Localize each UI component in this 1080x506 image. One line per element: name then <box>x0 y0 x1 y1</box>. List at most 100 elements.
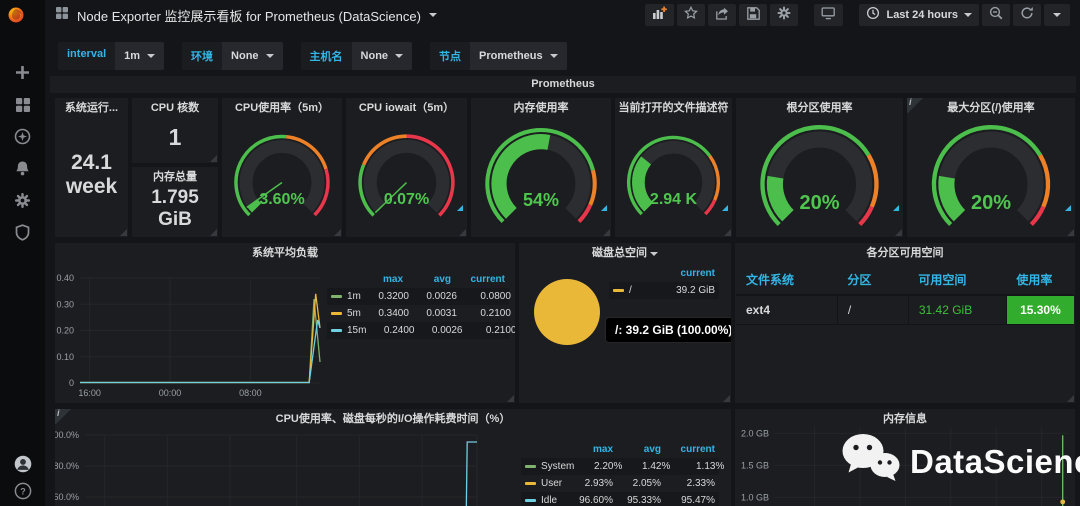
bell-icon <box>14 160 31 182</box>
svg-text:0: 0 <box>69 378 74 388</box>
wechat-logo-icon <box>840 432 902 492</box>
sidebar-item-server-admin[interactable] <box>14 224 32 246</box>
panel-disk-total-pie: 磁盘总空间 current / 39.2 GiB /: 39.2 GiB (100.… <box>519 243 731 403</box>
panel-info-icon[interactable] <box>55 409 71 425</box>
panel-title[interactable]: 内存信息 <box>883 413 927 425</box>
chevron-down-icon <box>147 54 156 58</box>
table-header-3[interactable]: 使用率 <box>1006 265 1074 296</box>
pie-chart[interactable] <box>534 279 600 345</box>
legend-series-color-icon <box>331 295 342 298</box>
gauge <box>615 116 732 235</box>
shield-icon <box>14 224 31 246</box>
legend-header-avg[interactable]: avg <box>643 444 661 455</box>
panel-title[interactable]: 内存总量 <box>153 171 197 183</box>
panel-link-marker[interactable] <box>1065 205 1071 211</box>
cycle-view-mode-button[interactable] <box>814 4 844 26</box>
help-icon[interactable]: ? <box>14 482 32 500</box>
filter-label: 主机名 <box>300 42 352 70</box>
panel-title[interactable]: 系统运行... <box>64 102 119 114</box>
legend-series-name[interactable]: 1m <box>331 291 361 302</box>
table-header-1[interactable]: 分区 <box>837 265 909 296</box>
legend-header-max[interactable]: max <box>382 274 403 285</box>
legend-value: 0.2100 <box>480 308 511 319</box>
grafana-logo-icon[interactable] <box>7 6 25 24</box>
filter-value-dropdown[interactable]: 1m <box>115 42 165 70</box>
panel-title[interactable]: 当前打开的文件描述符 <box>618 102 729 114</box>
save-button[interactable] <box>739 4 768 26</box>
refresh-interval-dropdown[interactable] <box>1044 4 1070 26</box>
add-panel-button[interactable] <box>645 4 675 26</box>
panel-title[interactable]: CPU使用率（5m） <box>234 102 330 114</box>
star-button[interactable] <box>677 4 706 26</box>
template-variable-2: 主机名 None <box>300 42 413 70</box>
zoom-out-button[interactable] <box>982 4 1010 26</box>
load-avg-chart[interactable]: 0.40 0.30 0.20 0.10 0 16:00 00:00 08:00 <box>55 243 515 403</box>
panel-title[interactable]: 根分区使用率 <box>786 102 853 114</box>
panel-link-marker[interactable] <box>893 205 899 211</box>
sidebar-item-dashboards[interactable] <box>14 97 32 116</box>
panel-title[interactable]: 磁盘总空间 <box>519 243 731 263</box>
compass-icon <box>14 128 31 150</box>
svg-text:?: ? <box>20 486 26 496</box>
sidebar-item-create[interactable] <box>14 66 32 84</box>
cpu-io-chart[interactable]: 100.0%80.0%60.0%40.0%20.0% <box>55 409 731 506</box>
dashboard-title-group[interactable]: Node Exporter 监控展示看板 for Prometheus (Dat… <box>55 6 437 25</box>
panel-link-marker[interactable] <box>601 205 607 211</box>
panel-link-marker[interactable] <box>457 205 463 211</box>
legend-series-name[interactable]: Idle <box>525 495 565 506</box>
sidebar-item-explore[interactable] <box>14 128 32 150</box>
panel-info-icon[interactable] <box>907 98 923 114</box>
mem-total-value: 1.795 GiB <box>132 185 218 233</box>
star-icon <box>684 5 699 25</box>
legend-header-row: max avg current <box>327 271 509 288</box>
legend-series-name[interactable]: 15m <box>331 325 366 336</box>
user-avatar[interactable] <box>14 455 32 473</box>
svg-text:2.0 GB: 2.0 GB <box>741 428 769 438</box>
legend-series-name[interactable]: 5m <box>331 308 361 319</box>
legend-series-name[interactable]: User <box>525 478 565 489</box>
panel-title[interactable]: 内存使用率 <box>513 102 569 114</box>
dashboard-settings-button[interactable] <box>770 4 799 26</box>
svg-text:100.0%: 100.0% <box>55 430 79 440</box>
filter-value-dropdown[interactable]: None <box>222 42 283 70</box>
legend-header-current[interactable]: current <box>680 444 715 455</box>
legend-value: 0.3200 <box>378 291 409 302</box>
legend-header-avg[interactable]: avg <box>433 274 451 285</box>
refresh-button[interactable] <box>1013 4 1041 26</box>
partition-table: 文件系统 分区 可用空间 使用率 ext4/31.42 GiB 15.30% <box>736 265 1074 325</box>
refresh-icon <box>1020 6 1034 25</box>
row-header-prometheus[interactable]: Prometheus <box>50 76 1076 93</box>
filter-value-dropdown[interactable]: None <box>351 42 413 70</box>
legend-header-current[interactable]: current <box>470 274 505 285</box>
template-variable-1: 环境 None <box>182 42 283 70</box>
panel-title[interactable]: 各分区可用空间 <box>866 247 944 259</box>
clock-icon <box>866 6 880 25</box>
sidebar-item-configuration[interactable] <box>14 193 32 212</box>
table-header-2[interactable]: 可用空间 <box>908 265 1007 296</box>
pie-legend: current / 39.2 GiB <box>609 265 719 299</box>
panel-title[interactable]: 系统平均负载 <box>252 247 318 259</box>
panel-title[interactable]: CPU iowait（5m） <box>358 102 455 114</box>
chevron-down-icon <box>395 54 404 58</box>
chart-legend: max avg current 1m 0.3200 0.0026 0.0800 5m 0.340… <box>327 271 515 339</box>
share-button[interactable] <box>708 4 737 26</box>
legend-header-max[interactable]: max <box>592 444 613 455</box>
table-cell: 15.30% <box>1005 295 1074 325</box>
panel-mem-total: 内存总量 1.795 GiB <box>132 167 218 237</box>
sidebar-item-alerting[interactable] <box>14 160 32 182</box>
panel-title[interactable]: 最大分区(/)使用率 <box>947 102 1035 114</box>
legend-series-name[interactable]: System <box>525 461 574 472</box>
table-cell: 31.42 GiB <box>907 295 1007 325</box>
filter-label: 节点 <box>430 42 471 70</box>
panel-title[interactable]: CPU 核数 <box>150 102 200 114</box>
legend-value: 2.05% <box>632 478 661 489</box>
filter-value-dropdown[interactable]: Prometheus <box>470 42 567 70</box>
svg-text:1.0 GB: 1.0 GB <box>741 492 769 502</box>
time-range-picker[interactable]: Last 24 hours <box>859 4 979 26</box>
legend-series-name[interactable]: / <box>613 285 653 296</box>
table-header-0[interactable]: 文件系统 <box>736 265 838 296</box>
panel-title[interactable]: CPU使用率、磁盘每秒的I/O操作耗费时间（%） <box>275 413 511 425</box>
legend-header-current[interactable]: current <box>680 268 715 279</box>
gauge <box>907 116 1075 235</box>
panel-link-marker[interactable] <box>722 205 728 211</box>
